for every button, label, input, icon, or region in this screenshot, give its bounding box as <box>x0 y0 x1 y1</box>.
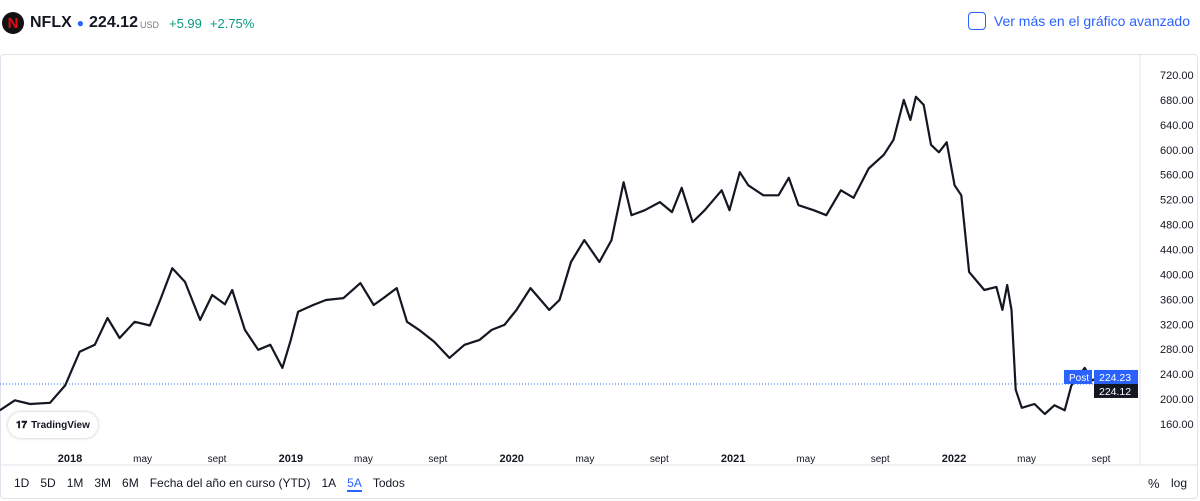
advanced-chart-label: Ver más en el gráfico avanzado <box>993 13 1190 29</box>
range-1m[interactable]: 1M <box>66 476 84 490</box>
x-tick-label: 2019 <box>279 453 303 465</box>
x-tick-label: may <box>133 454 152 465</box>
last-price-label: 224.12 <box>1099 386 1131 398</box>
y-tick-label: 360.00 <box>1160 294 1194 306</box>
post-price-label: 224.23 <box>1099 372 1131 384</box>
y-tick-label: 600.00 <box>1160 145 1194 157</box>
change-percent: +2.75% <box>209 15 255 31</box>
range-5d[interactable]: 5D <box>40 476 56 490</box>
symbol: NFLX <box>30 14 72 31</box>
percent-scale-button[interactable]: % <box>1148 476 1160 491</box>
x-tick-label: 2018 <box>58 453 82 465</box>
range-fecha-del-a-o-en-curso-ytd-[interactable]: Fecha del año en curso (YTD) <box>149 476 311 490</box>
symbol-header: N NFLX ● 224.12 USD +5.99 +2.75% Ver más… <box>0 0 1200 46</box>
x-tick-label: 2021 <box>721 453 745 465</box>
x-tick-label: may <box>354 454 373 465</box>
y-tick-label: 720.00 <box>1160 70 1194 82</box>
range-5a[interactable]: 5A <box>347 476 362 492</box>
currency: USD <box>139 20 159 30</box>
x-tick-label: sept <box>1092 454 1111 465</box>
x-tick-label: may <box>575 454 594 465</box>
x-tick-label: may <box>1017 454 1036 465</box>
tradingview-logo-icon: 𝟏𝟕 <box>16 419 28 431</box>
y-tick-label: 520.00 <box>1160 195 1194 207</box>
advanced-chart-link[interactable]: Ver más en el gráfico avanzado <box>967 12 1190 30</box>
y-tick-label: 200.00 <box>1160 394 1194 406</box>
price-line <box>0 95 1106 416</box>
range-todos[interactable]: Todos <box>372 476 405 490</box>
post-tag-bg <box>1064 369 1092 384</box>
y-tick-label: 320.00 <box>1160 319 1194 331</box>
y-tick-label: 280.00 <box>1160 344 1194 356</box>
range-selector: 1D 5D 1M 3M 6M Fecha del año en curso (YTD) 1A… <box>14 476 405 492</box>
y-tick-label: 400.00 <box>1160 269 1194 281</box>
price: 224.12 <box>89 14 138 31</box>
y-tick-label: 680.00 <box>1160 95 1194 107</box>
last-price-bg <box>1094 383 1138 398</box>
y-tick-label: 440.00 <box>1160 244 1194 256</box>
watermark-text: TradingView <box>31 419 90 431</box>
post-tag: Post <box>1069 373 1089 384</box>
x-tick-label: sept <box>428 454 447 465</box>
x-tick-label: 2020 <box>499 453 523 465</box>
log-scale-button[interactable]: log <box>1171 476 1188 490</box>
post-price-bg <box>1094 369 1138 384</box>
range-6m[interactable]: 6M <box>122 476 139 490</box>
tradingview-watermark[interactable]: 𝟏𝟕 TradingView <box>8 412 98 438</box>
x-tick-label: may <box>796 454 815 465</box>
range-1d[interactable]: 1D <box>14 476 30 490</box>
netflix-logo: N <box>2 12 24 34</box>
x-tick-label: sept <box>208 454 227 465</box>
range-1a[interactable]: 1A <box>321 476 337 490</box>
status-dot: ● <box>76 16 85 30</box>
y-tick-label: 160.00 <box>1160 419 1194 431</box>
y-tick-label: 560.00 <box>1160 170 1194 182</box>
x-tick-label: sept <box>871 454 890 465</box>
chart-icon <box>967 12 986 30</box>
range-3m[interactable]: 3M <box>94 476 112 490</box>
x-tick-label: 2022 <box>942 453 966 465</box>
y-tick-label: 480.00 <box>1160 220 1194 232</box>
chart-frame <box>0 54 1198 499</box>
y-tick-label: 640.00 <box>1160 120 1194 132</box>
y-tick-label: 240.00 <box>1160 369 1194 381</box>
x-tick-label: sept <box>650 454 669 465</box>
change: +5.99 <box>168 15 202 31</box>
